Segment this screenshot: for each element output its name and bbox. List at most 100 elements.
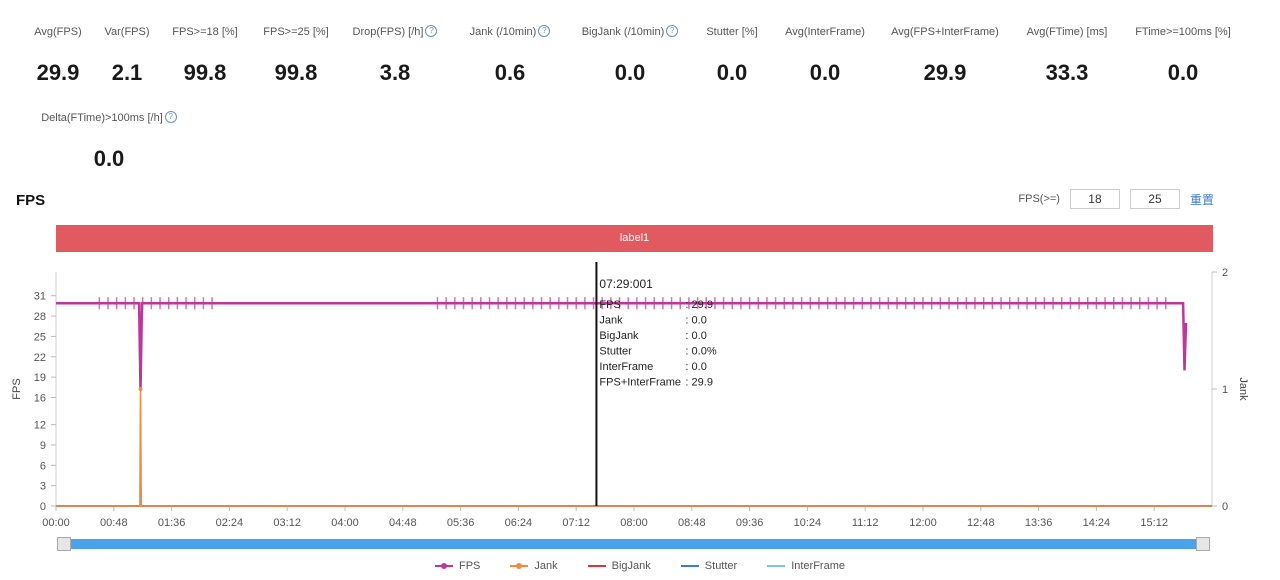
y2-tick-label: 1 [1222, 384, 1228, 396]
legend-swatch [587, 565, 606, 567]
legend-swatch [767, 565, 786, 567]
metric-5: Jank (/10min)? 0.6 [430, 22, 590, 86]
metric-value: 0.0 [93, 146, 125, 171]
y-tick-label: 12 [34, 420, 46, 432]
tooltip-value: : 29.9 [685, 299, 713, 311]
y2-tick-label: 2 [1222, 267, 1228, 279]
legend-item-interframe[interactable]: InterFrame [767, 560, 845, 572]
legend-swatch [435, 563, 453, 569]
metric-value: 0.0 [614, 60, 646, 85]
metric-value: 29.9 [923, 60, 967, 85]
metric-value: 99.8 [183, 60, 227, 85]
metric-label: Drop(FPS) [/h] [352, 26, 424, 38]
tooltip-name: Jank [599, 315, 623, 327]
x-tick-label: 00:48 [100, 517, 128, 529]
tooltip-name: InterFrame [599, 361, 653, 373]
tooltip-value: : 29.9 [685, 377, 713, 389]
y-tick-label: 31 [34, 291, 46, 303]
info-icon[interactable]: ? [425, 24, 438, 37]
slider-right-handle[interactable] [1196, 537, 1210, 551]
legend-swatch [680, 565, 699, 567]
tooltip-value: : 0.0 [685, 330, 706, 342]
metric-1: Var(FPS) 2.1 [47, 22, 207, 86]
metric-value: 0.0 [716, 60, 748, 85]
y-tick-label: 19 [34, 372, 46, 384]
metric-label: Delta(FTime)>100ms [/h] [41, 112, 163, 124]
metrics-panel: Avg(FPS) 29.9 Var(FPS) 2.1 FPS>=18 [%] 99.8 FP… [0, 0, 1280, 180]
tooltip-name: Stutter [599, 346, 632, 358]
metric-4: Drop(FPS) [/h]? 3.8 [315, 22, 475, 86]
y-axis-title: FPS [11, 378, 23, 399]
legend-item-bigjank[interactable]: BigJank [587, 560, 651, 572]
fps-low-threshold-input[interactable] [1069, 189, 1120, 209]
y-tick-label: 0 [40, 501, 46, 513]
jank-point [138, 387, 143, 391]
metric-12: Delta(FTime)>100ms [/h]? 0.0 [29, 108, 189, 172]
fps-threshold-controls: FPS(>=) 重置 [1018, 189, 1214, 209]
slider-track[interactable] [65, 539, 1202, 549]
x-tick-label: 08:48 [678, 517, 706, 529]
x-tick-label: 03:12 [273, 517, 301, 529]
info-icon[interactable]: ? [666, 24, 679, 37]
y-tick-label: 28 [34, 311, 46, 323]
tooltip-name: BigJank [599, 330, 639, 342]
legend-label: BigJank [611, 560, 651, 572]
label-bar[interactable]: label1 [56, 225, 1213, 252]
time-range-slider[interactable] [57, 537, 1210, 551]
reset-link[interactable]: 重置 [1189, 192, 1214, 207]
legend-item-stutter[interactable]: Stutter [680, 560, 737, 572]
tooltip-value: : 0.0% [685, 346, 716, 358]
fps-threshold-label: FPS(>=) [1018, 193, 1060, 205]
x-tick-label: 12:48 [967, 517, 995, 529]
metric-10: Avg(FTime) [ms] 33.3 [987, 22, 1147, 86]
metric-label: Avg(FPS+InterFrame) [891, 26, 999, 38]
legend-label: InterFrame [791, 560, 845, 572]
metric-label: Stutter [%] [706, 26, 758, 38]
metric-label: Avg(FTime) [ms] [1026, 26, 1108, 38]
y2-tick-label: 0 [1222, 501, 1228, 513]
x-tick-label: 11:12 [852, 517, 879, 529]
y-tick-label: 9 [40, 440, 46, 452]
metric-3: FPS>=25 [%] 99.8 [216, 22, 376, 86]
metric-label: FPS>=18 [%] [172, 26, 238, 38]
x-tick-label: 10:24 [794, 517, 822, 529]
metric-label: FPS>=25 [%] [263, 26, 329, 38]
legend-label: Jank [534, 560, 558, 572]
chart-legend: FPS Jank BigJank Stutter InterFrame [0, 560, 1280, 572]
metric-7: Stutter [%] 0.0 [652, 22, 812, 86]
x-tick-label: 14:24 [1083, 517, 1111, 529]
x-tick-label: 00:00 [42, 517, 70, 529]
info-icon[interactable]: ? [538, 24, 551, 37]
metric-0: Avg(FPS) 29.9 [0, 22, 138, 86]
info-icon[interactable]: ? [164, 110, 177, 123]
legend-label: FPS [459, 560, 481, 572]
legend-item-fps[interactable]: FPS [435, 560, 480, 572]
metric-11: FTime>=100ms [%] 0.0 [1103, 22, 1263, 86]
x-tick-label: 06:24 [505, 517, 533, 529]
metric-value: 0.0 [1167, 60, 1199, 85]
x-tick-label: 04:00 [331, 517, 359, 529]
slider-left-handle[interactable] [57, 537, 71, 551]
fps-high-threshold-input[interactable] [1129, 189, 1180, 209]
metric-value: 2.1 [111, 60, 143, 85]
legend-item-jank[interactable]: Jank [510, 560, 558, 572]
metric-label: Avg(FPS) [34, 26, 82, 38]
metric-label: Var(FPS) [104, 26, 150, 38]
tooltip-value: : 0.0 [685, 315, 706, 327]
x-tick-label: 09:36 [736, 517, 764, 529]
x-tick-label: 12:00 [909, 517, 937, 529]
y-tick-label: 22 [34, 352, 46, 364]
x-tick-label: 07:12 [562, 517, 590, 529]
y-tick-label: 16 [34, 392, 46, 404]
x-tick-label: 05:36 [447, 517, 475, 529]
tooltip-value: : 0.0 [685, 361, 706, 373]
metric-8: Avg(InterFrame) 0.0 [745, 22, 905, 86]
chart-title: FPS [16, 192, 46, 209]
metric-2: FPS>=18 [%] 99.8 [125, 22, 285, 86]
metric-value: 0.6 [494, 60, 526, 85]
metric-label: FTime>=100ms [%] [1135, 26, 1231, 38]
x-tick-label: 15:12 [1140, 517, 1168, 529]
metric-9: Avg(FPS+InterFrame) 29.9 [865, 22, 1025, 86]
metric-6: BigJank (/10min)? 0.0 [550, 22, 710, 86]
